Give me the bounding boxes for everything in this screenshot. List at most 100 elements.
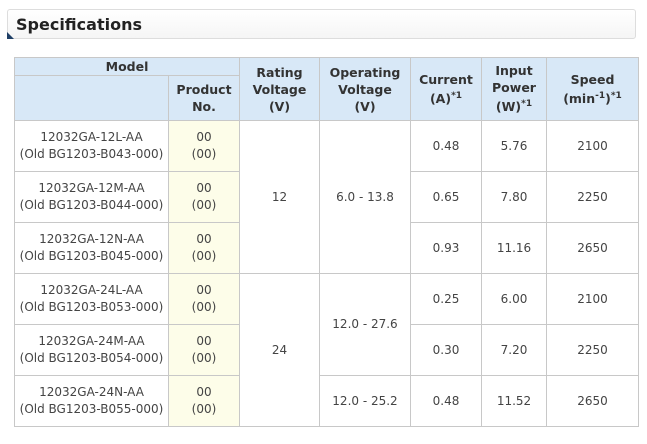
input-power-cell: 11.52	[481, 375, 547, 427]
model-cell: 12032GA-24L-AA (Old BG1203-B053-000)	[14, 273, 169, 325]
header-input-power-line1: Input	[495, 63, 533, 79]
table-row: 12032GA-12L-AA (Old BG1203-B043-000) 00 (0…	[14, 120, 639, 274]
footnote-mark: *1	[451, 90, 463, 101]
operating-voltage-cell: 6.0 - 13.8	[319, 120, 411, 274]
speed-cell: 2100	[546, 120, 639, 172]
header-speed: Speed (min-1)*1	[546, 57, 639, 121]
old-model-name: (Old BG1203-B044-000)	[19, 198, 164, 212]
current-cell: 0.93	[410, 222, 482, 274]
header-model-spacer	[14, 75, 169, 121]
footnote-mark: *1	[610, 90, 622, 101]
speed-cell: 2250	[546, 324, 639, 376]
input-power-cell: 11.16	[481, 222, 547, 274]
section-title: Specifications	[16, 15, 142, 34]
product-no: 00	[196, 283, 212, 297]
model-cell: 12032GA-24M-AA (Old BG1203-B054-000)	[14, 324, 169, 376]
product-no-cell: 00 (00)	[168, 273, 240, 325]
model-name: 12032GA-12L-AA	[40, 130, 143, 144]
speed-cell: 2650	[546, 375, 639, 427]
current-cell: 0.48	[410, 120, 482, 172]
header-input-power: Input Power (W)*1	[481, 57, 547, 121]
model-name: 12032GA-12M-AA	[38, 181, 145, 195]
table-row: 12032GA-24N-AA (Old BG1203-B055-000) 00 (0…	[14, 375, 639, 427]
header-rating-voltage-unit: (V)	[268, 98, 291, 114]
model-cell: 12032GA-24N-AA (Old BG1203-B055-000)	[14, 375, 169, 427]
table-row: 12032GA-12N-AA (Old BG1203-B045-000) 00 (0…	[14, 222, 639, 274]
product-no-cell: 00 (00)	[168, 222, 240, 274]
operating-voltage-cell: 12.0 - 25.2	[319, 375, 411, 427]
header-input-power-unit: (W)	[495, 99, 522, 115]
model-cell: 12032GA-12M-AA (Old BG1203-B044-000)	[14, 171, 169, 223]
old-model-name: (Old BG1203-B054-000)	[19, 351, 164, 365]
model-cell: 12032GA-12N-AA (Old BG1203-B045-000)	[14, 222, 169, 274]
rating-voltage-cell: 12	[239, 120, 320, 274]
table-row: 12032GA-24L-AA (Old BG1203-B053-000) 00 (0…	[14, 273, 639, 427]
header-operating-voltage: Operating Voltage (V)	[319, 57, 411, 121]
speed-cell: 2250	[546, 171, 639, 223]
product-no: 00	[196, 130, 212, 144]
old-model-name: (Old BG1203-B043-000)	[19, 147, 164, 161]
current-cell: 0.65	[410, 171, 482, 223]
table-subheader-row: Product No.	[14, 75, 639, 121]
header-current-line1: Current	[419, 71, 473, 87]
product-no-alt: (00)	[191, 198, 217, 212]
current-cell: 0.48	[410, 375, 482, 427]
input-power-cell: 7.80	[481, 171, 547, 223]
footnote-mark: *1	[521, 99, 533, 110]
model-name: 12032GA-12N-AA	[39, 232, 144, 246]
product-no: 00	[196, 334, 212, 348]
header-model: Model	[14, 57, 240, 76]
product-no: 00	[196, 232, 212, 246]
speed-cell: 2650	[546, 222, 639, 274]
product-no-cell: 00 (00)	[168, 171, 240, 223]
header-speed-unit-close: )	[605, 91, 611, 107]
table-row: 12032GA-24M-AA (Old BG1203-B054-000) 00 (0…	[14, 324, 639, 376]
header-current: Current (A)*1	[410, 57, 482, 121]
product-no-alt: (00)	[191, 300, 217, 314]
header-operating-voltage-line2: Voltage	[338, 81, 392, 97]
header-speed-exponent: -1	[595, 90, 606, 101]
speed-cell: 2100	[546, 273, 639, 325]
specifications-table: Model Rating Voltage (V) Operating Volta…	[14, 57, 639, 427]
model-name: 12032GA-24M-AA	[38, 334, 145, 348]
product-no: 00	[196, 385, 212, 399]
product-no-alt: (00)	[191, 249, 217, 263]
product-no-cell: 00 (00)	[168, 120, 240, 172]
table-header-row: Model Rating Voltage (V) Operating Volta…	[14, 57, 639, 121]
section-heading: Specifications	[7, 9, 636, 39]
header-product-no-line1: Product	[176, 82, 232, 97]
header-product-no-line2: No.	[192, 99, 216, 114]
header-speed-line1: Speed	[570, 71, 615, 87]
heading-corner-marker	[7, 32, 14, 39]
product-no-alt: (00)	[191, 351, 217, 365]
old-model-name: (Old BG1203-B055-000)	[19, 402, 164, 416]
input-power-cell: 6.00	[481, 273, 547, 325]
header-product-no: Product No.	[168, 75, 240, 121]
model-cell: 12032GA-12L-AA (Old BG1203-B043-000)	[14, 120, 169, 172]
product-no-cell: 00 (00)	[168, 375, 240, 427]
product-no-alt: (00)	[191, 147, 217, 161]
table-row: 12032GA-12M-AA (Old BG1203-B044-000) 00 (0…	[14, 171, 639, 223]
current-cell: 0.25	[410, 273, 482, 325]
header-speed-unit-open: (min	[563, 91, 596, 107]
old-model-name: (Old BG1203-B053-000)	[19, 300, 164, 314]
header-input-power-line2: Power	[492, 80, 536, 96]
model-name: 12032GA-24L-AA	[40, 283, 143, 297]
operating-voltage-cell: 12.0 - 27.6	[319, 273, 411, 376]
product-no-cell: 00 (00)	[168, 324, 240, 376]
product-no: 00	[196, 181, 212, 195]
old-model-name: (Old BG1203-B045-000)	[19, 249, 164, 263]
header-current-unit: (A)	[429, 91, 452, 107]
input-power-cell: 7.20	[481, 324, 547, 376]
product-no-alt: (00)	[191, 402, 217, 416]
header-rating-voltage-line1: Rating	[256, 64, 303, 80]
header-operating-voltage-unit: (V)	[354, 98, 376, 114]
model-name: 12032GA-24N-AA	[39, 385, 144, 399]
header-model-label: Model	[105, 59, 149, 74]
header-rating-voltage-line2: Voltage	[252, 81, 307, 97]
header-rating-voltage: Rating Voltage (V)	[239, 57, 320, 121]
header-operating-voltage-line1: Operating	[329, 64, 401, 80]
current-cell: 0.30	[410, 324, 482, 376]
rating-voltage-cell: 24	[239, 273, 320, 427]
input-power-cell: 5.76	[481, 120, 547, 172]
